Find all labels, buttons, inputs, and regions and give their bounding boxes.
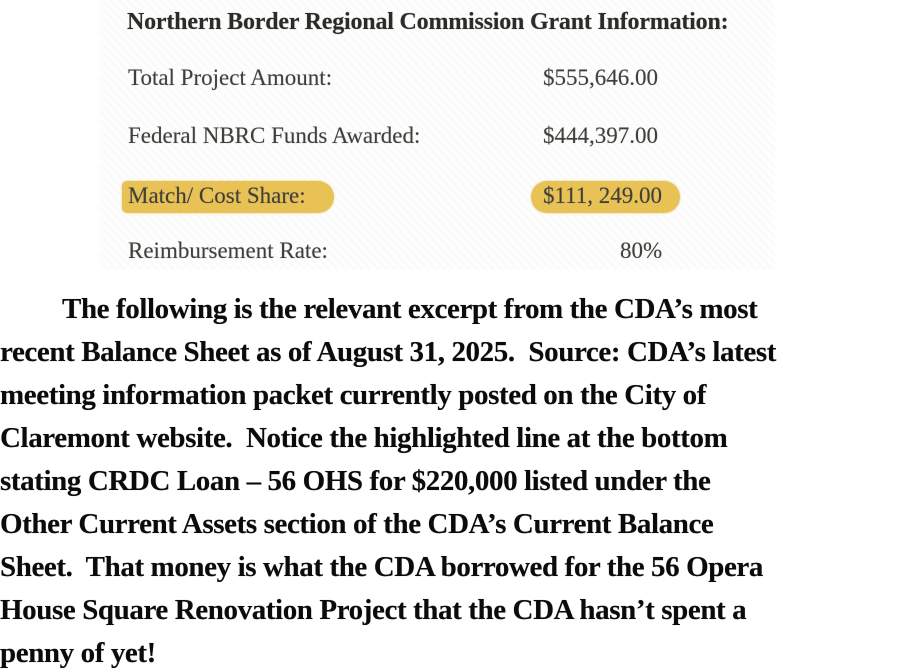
grant-row-match-cost-share: Match/ Cost Share: $111, 249.00 bbox=[100, 179, 775, 213]
grant-info-title: Northern Border Regional Commission Gran… bbox=[127, 9, 729, 35]
grant-row-label: Reimbursement Rate: bbox=[128, 238, 328, 263]
grant-row-total-project: Total Project Amount: $555,646.00 bbox=[100, 63, 775, 97]
grant-row-label: Federal NBRC Funds Awarded: bbox=[128, 123, 421, 148]
paragraph-line: Claremont website. Notice the highlighte… bbox=[0, 422, 728, 454]
grant-row-value: 80% bbox=[620, 238, 663, 263]
grant-info-scan: Northern Border Regional Commission Gran… bbox=[100, 0, 775, 270]
grant-row-reimbursement-rate: Reimbursement Rate: 80% bbox=[100, 236, 775, 270]
paragraph-line: recent Balance Sheet as of August 31, 20… bbox=[0, 336, 776, 368]
grant-row-value: $555,646.00 bbox=[543, 65, 658, 90]
paragraph-line: Other Current Assets section of the CDA’… bbox=[0, 508, 714, 540]
paragraph-line: House Square Renovation Project that the… bbox=[0, 594, 747, 626]
paragraph-line: meeting information packet currently pos… bbox=[0, 379, 707, 411]
grant-row-label: Total Project Amount: bbox=[128, 65, 333, 90]
paragraph-line: The following is the relevant excerpt fr… bbox=[62, 293, 758, 325]
paragraph-line: Sheet. That money is what the CDA borrow… bbox=[0, 551, 764, 583]
grant-row-label-highlighted: Match/ Cost Share: bbox=[122, 181, 334, 213]
grant-row-federal-funds: Federal NBRC Funds Awarded: $444,397.00 bbox=[100, 121, 775, 155]
body-paragraph: The following is the relevant excerpt fr… bbox=[0, 288, 900, 672]
paragraph-line: stating CRDC Loan – 56 OHS for $220,000 … bbox=[0, 465, 711, 497]
grant-row-value-highlighted: $111, 249.00 bbox=[531, 181, 681, 213]
paragraph-line: penny of yet! bbox=[0, 637, 156, 669]
grant-row-value: $444,397.00 bbox=[543, 123, 658, 148]
